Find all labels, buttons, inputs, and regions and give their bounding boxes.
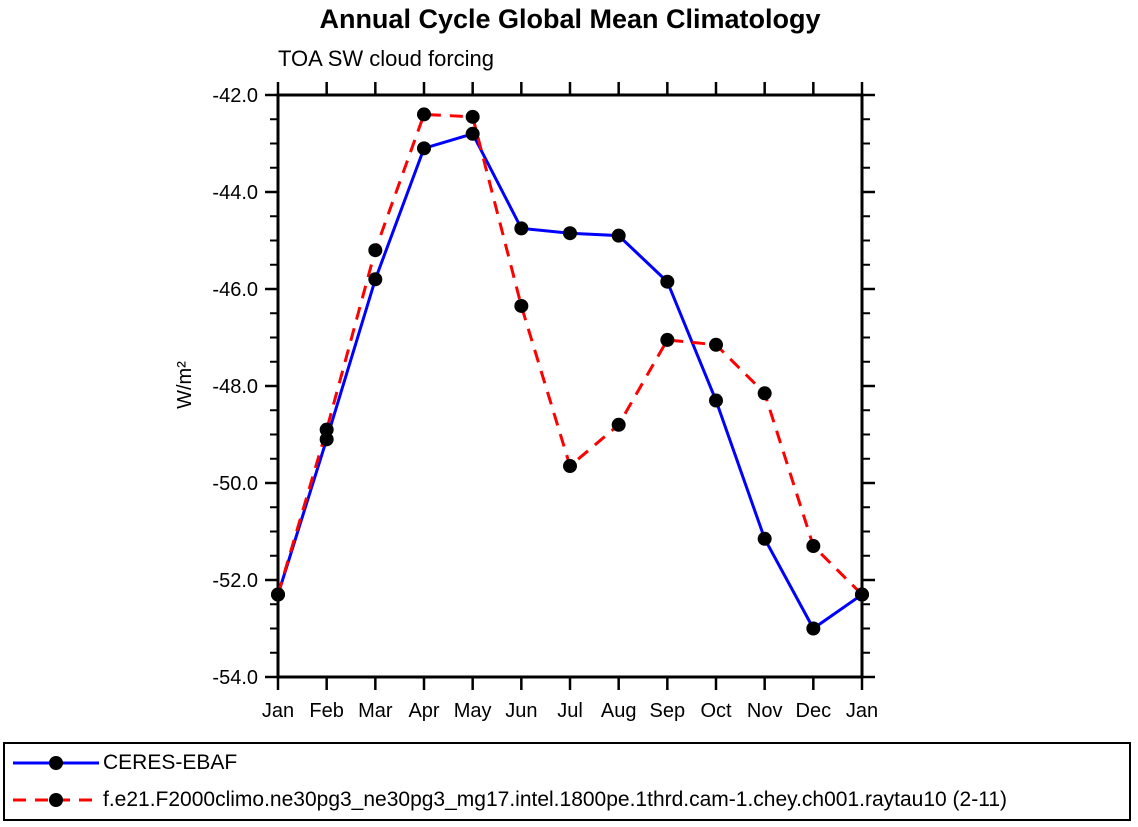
y-tick-label: -48.0 <box>212 376 258 398</box>
series-markers-1 <box>271 107 869 602</box>
x-tick-label: Dec <box>796 700 832 722</box>
series-markers-0 <box>271 126 869 636</box>
legend-line-swatch <box>13 756 99 771</box>
x-tick-label: Aug <box>601 700 637 722</box>
y-tick-label: -46.0 <box>212 279 258 301</box>
legend-item-label: f.e21.F2000climo.ne30pg3_ne30pg3_mg17.in… <box>103 787 1008 811</box>
legend-line-swatch <box>13 792 99 807</box>
x-tick-label: Sep <box>650 700 686 722</box>
y-tick-label: -42.0 <box>212 85 258 107</box>
legend-item: CERES-EBAF <box>11 746 1129 780</box>
chart-subtitle: TOA SW cloud forcing <box>278 46 495 71</box>
x-axis-tick-labels: Jan Feb Mar Apr May Jun Jul Aug Sep Oct Nov Dec Jan <box>262 700 878 722</box>
x-tick-label: Oct <box>700 700 732 722</box>
y-axis-tick-labels: -42.0 -44.0 -46.0 -48.0 -50.0 -52.0 -54.0 <box>212 85 258 689</box>
y-tick-label: -50.0 <box>212 473 258 495</box>
y-axis-ticks <box>265 93 875 679</box>
plot-border <box>276 93 864 679</box>
legend: CERES-EBAF f.e21.F2000climo.ne30pg3_ne30… <box>3 742 1131 821</box>
x-tick-label: Jan <box>262 700 294 722</box>
x-tick-label: Jan <box>846 700 878 722</box>
plot-area: Jan Feb Mar Apr May Jun Jul Aug Sep Oct Nov Dec Jan-… <box>212 82 878 722</box>
series-line-1 <box>276 112 864 596</box>
x-tick-label: Feb <box>309 700 343 722</box>
y-tick-label: -44.0 <box>212 182 258 204</box>
y-tick-label: -54.0 <box>212 667 258 689</box>
x-tick-label: May <box>454 700 492 722</box>
legend-item: f.e21.F2000climo.ne30pg3_ne30pg3_mg17.in… <box>11 783 1129 817</box>
y-tick-label: -52.0 <box>212 570 258 592</box>
chart-title: Annual Cycle Global Mean Climatology <box>319 4 821 34</box>
x-axis-ticks <box>276 82 864 690</box>
x-tick-label: Nov <box>747 700 783 722</box>
legend-item-label: CERES-EBAF <box>103 751 238 775</box>
x-tick-label: Jun <box>505 700 537 722</box>
x-tick-label: Jul <box>557 700 583 722</box>
legend-marker-icon <box>49 792 63 807</box>
series-line-0 <box>276 132 863 631</box>
x-tick-label: Apr <box>408 700 439 722</box>
legend-marker-icon <box>49 756 63 771</box>
x-tick-label: Mar <box>358 700 393 722</box>
